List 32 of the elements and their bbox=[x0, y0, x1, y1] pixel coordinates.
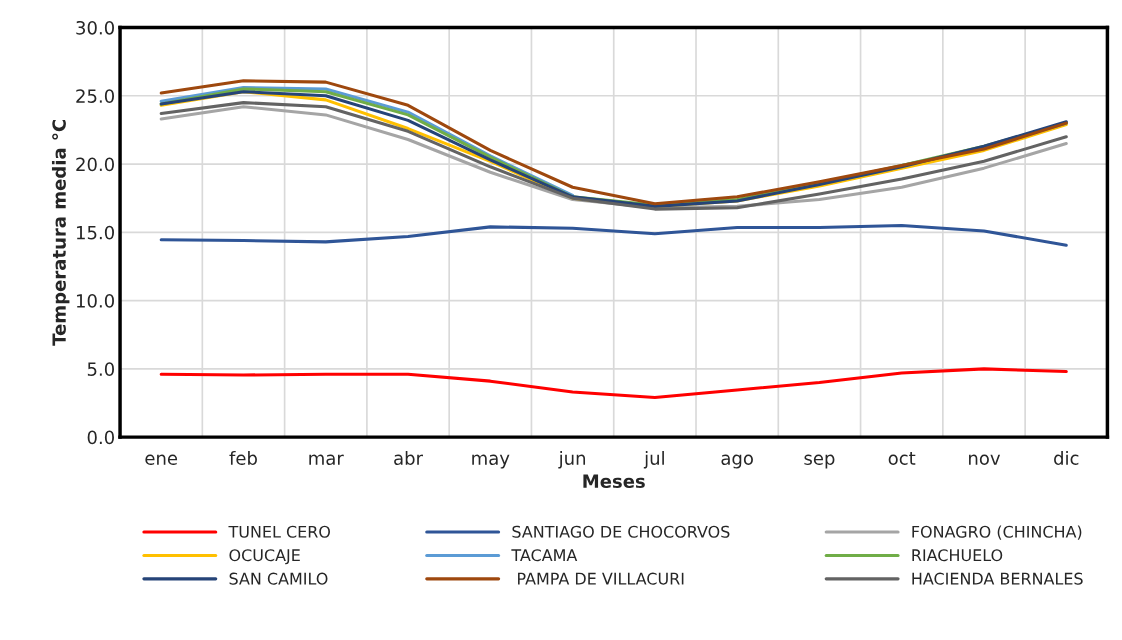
y-tick-label: 0.0 bbox=[87, 430, 114, 445]
x-tick-label: feb bbox=[229, 451, 257, 465]
x-tick-label: nov bbox=[969, 454, 1001, 465]
x-tick-label: jul bbox=[643, 451, 664, 469]
y-tick-label: 15.0 bbox=[76, 225, 114, 240]
y-tick-label: 20.0 bbox=[76, 157, 114, 172]
y-tick-label: 25.0 bbox=[76, 89, 114, 103]
legend-label: SANTIAGO DE CHOCORVOS bbox=[512, 525, 730, 538]
legend-label: RIACHUELO bbox=[912, 549, 1003, 562]
y-tick-label: 5.0 bbox=[87, 362, 114, 376]
x-tick-label: abr bbox=[394, 451, 424, 465]
legend-label: SAN CAMILO bbox=[229, 572, 328, 585]
legend-label: OCUCAJE bbox=[229, 549, 300, 565]
x-tick-label: oct bbox=[888, 452, 916, 465]
x-tick-label: sep bbox=[804, 454, 835, 469]
legend-label: TUNEL CERO bbox=[228, 525, 331, 538]
legend-label: PAMPA DE VILLACURI bbox=[518, 572, 684, 585]
x-tick-label: mar bbox=[309, 454, 344, 465]
line-series bbox=[159, 223, 1068, 247]
x-tick-label: dic bbox=[1054, 451, 1079, 465]
x-tick-label: ago bbox=[721, 454, 753, 469]
x-tick-label: ene bbox=[145, 454, 178, 465]
x-tick-label: jun bbox=[558, 451, 586, 469]
legend-label: FONAGRO (CHINCHA) bbox=[912, 525, 1082, 540]
line-series bbox=[159, 367, 1068, 400]
y-axis-title: Temperatura media °C bbox=[51, 119, 70, 346]
y-tick-label: 30.0 bbox=[76, 20, 114, 35]
x-axis-title: Meses bbox=[583, 474, 645, 489]
legend-label: TACAMA bbox=[511, 549, 578, 562]
x-tick-label: may bbox=[472, 454, 510, 469]
y-tick-label: 10.0 bbox=[76, 294, 114, 308]
legend-label: HACIENDA BERNALES bbox=[912, 572, 1083, 585]
